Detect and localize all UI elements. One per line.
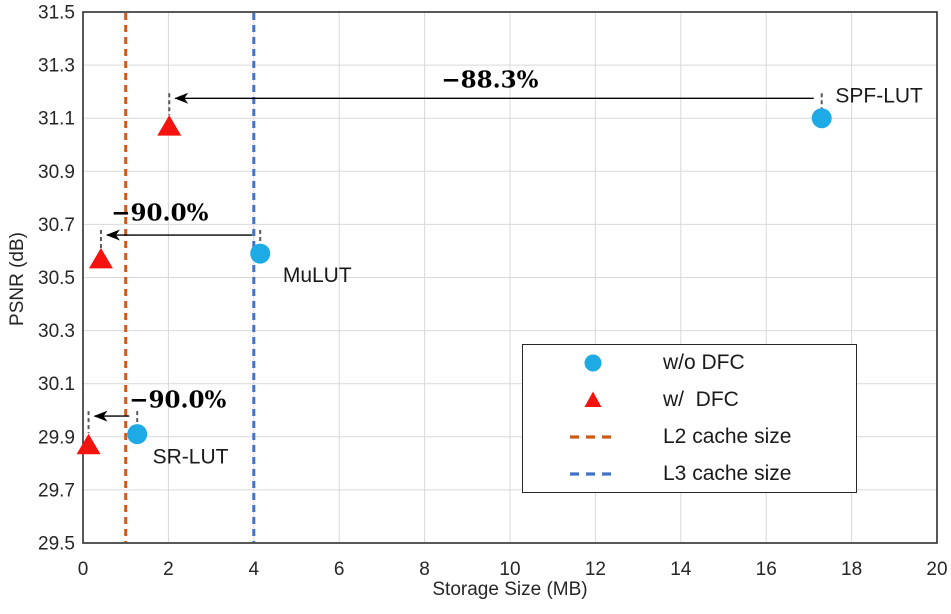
legend: w/o DFC w/ DFC L2 cache size L3 cache size (522, 344, 857, 493)
x-tick-label: 4 (249, 559, 260, 580)
arrowhead-icon (105, 229, 120, 241)
y-tick-label: 30.9 (38, 162, 75, 183)
point-wo-dfc (811, 108, 832, 129)
y-tick-label: 29.9 (38, 427, 75, 448)
x-tick-label: 10 (499, 559, 520, 580)
x-tick-label: 20 (926, 559, 947, 580)
x-tick-label: 6 (334, 559, 345, 580)
y-tick-label: 29.5 (38, 534, 75, 555)
point-w-dfc (76, 433, 101, 455)
legend-item-label: w/ DFC (663, 388, 739, 412)
y-tick-label: 31.1 (38, 109, 75, 130)
point-label: SR-LUT (153, 446, 229, 469)
point-w-dfc (88, 247, 113, 269)
legend-item-label: w/o DFC (663, 351, 745, 375)
y-tick-label: 29.7 (38, 480, 75, 501)
circle-marker-icon (523, 352, 663, 374)
y-tick-label: 30.1 (38, 374, 75, 395)
point-label: MuLUT (283, 264, 352, 287)
annotation-pct-label: −90.0% (129, 387, 226, 414)
arrowhead-icon (93, 410, 108, 422)
arrowhead-icon (174, 92, 189, 104)
point-wo-dfc (127, 424, 148, 445)
legend-item: w/ DFC (523, 382, 856, 419)
legend-item-label: L2 cache size (663, 424, 792, 448)
x-tick-label: 2 (163, 559, 174, 580)
y-tick-label: 30.7 (38, 215, 75, 236)
annotation-pct-label: −88.3% (441, 67, 538, 94)
y-tick-label: 30.3 (38, 321, 75, 342)
y-axis-title: PSNR (dB) (7, 232, 28, 326)
point-w-dfc (157, 115, 182, 136)
point-label: SPF-LUT (835, 85, 923, 108)
plot-border (82, 11, 938, 544)
x-tick-label: 18 (841, 559, 862, 580)
point-wo-dfc (250, 243, 271, 264)
legend-item: L3 cache size (523, 455, 856, 492)
triangle-marker-icon (523, 389, 663, 411)
annotation-pct-label: −90.0% (111, 199, 208, 226)
x-tick-label: 0 (78, 559, 89, 580)
y-tick-label: 31.5 (38, 3, 75, 24)
x-tick-label: 12 (585, 559, 606, 580)
y-tick-label: 31.3 (38, 56, 75, 77)
x-tick-label: 14 (670, 559, 692, 580)
legend-item: L2 cache size (523, 419, 856, 456)
x-tick-label: 16 (756, 559, 777, 580)
y-tick-label: 30.5 (38, 268, 75, 289)
x-axis-title: Storage Size (MB) (432, 579, 588, 600)
legend-item-label: L3 cache size (663, 461, 792, 485)
dashed-line-icon (523, 463, 663, 485)
dashed-line-icon (523, 426, 663, 448)
legend-item: w/o DFC (523, 345, 856, 382)
x-tick-label: 8 (419, 559, 430, 580)
